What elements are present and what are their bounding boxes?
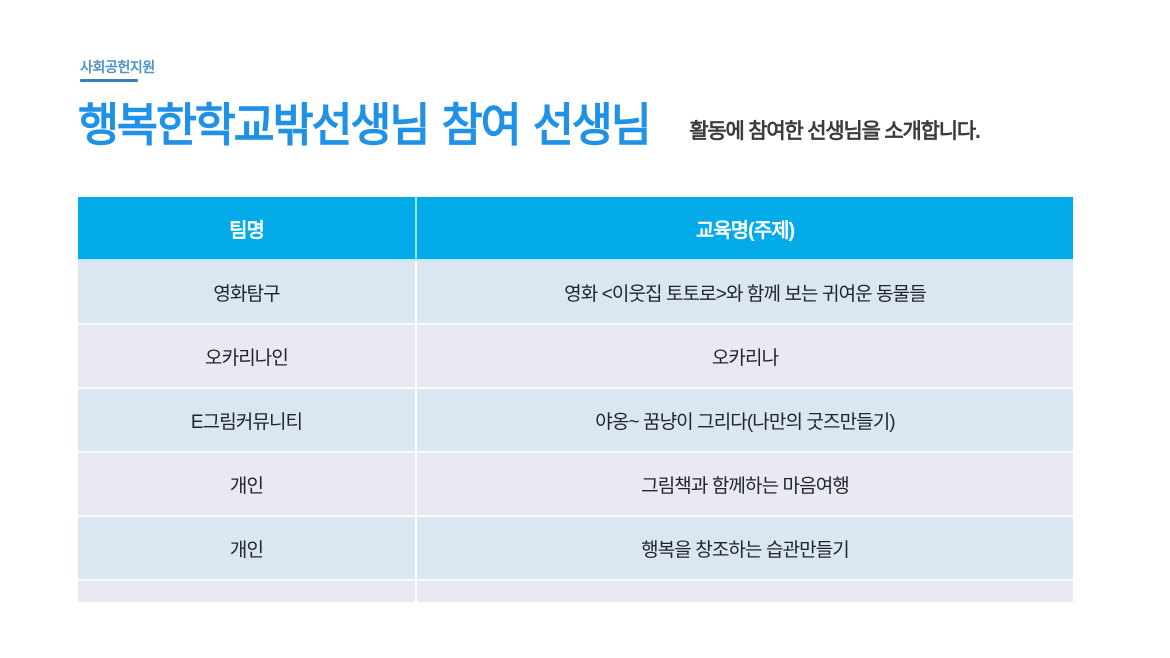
participants-table-container: 팀명 교육명(주제) 영화탐구 영화 <이웃집 토토로>와 함께 보는 귀여운 … (78, 197, 1073, 602)
participants-table: 팀명 교육명(주제) 영화탐구 영화 <이웃집 토토로>와 함께 보는 귀여운 … (78, 197, 1073, 602)
table-header: 팀명 교육명(주제) (78, 197, 1073, 261)
cell-program: 오카리나 (417, 325, 1073, 389)
cell-team: 개인 (78, 453, 417, 517)
title-row: 행복한학교밖선생님 참여 선생님 활동에 참여한 선생님을 소개합니다. (78, 98, 981, 152)
cell-program: 프로그램 기획 보조, 참여자 리허설, 장비세팅 전담 지원 (417, 581, 1073, 602)
cell-team: E그림커뮤니티 (78, 389, 417, 453)
page-title: 행복한학교밖선생님 참여 선생님 (78, 98, 652, 152)
cell-team: 오카리나인 (78, 325, 417, 389)
cell-program: 행복을 창조하는 습관만들기 (417, 517, 1073, 581)
cell-program: 영화 <이웃집 토토로>와 함께 보는 귀여운 동물들 (417, 261, 1073, 325)
table-row: 개인 행복을 창조하는 습관만들기 (78, 517, 1073, 581)
table-body: 영화탐구 영화 <이웃집 토토로>와 함께 보는 귀여운 동물들 오카리나인 오… (78, 261, 1073, 602)
table-row: 영화탐구 영화 <이웃집 토토로>와 함께 보는 귀여운 동물들 (78, 261, 1073, 325)
eyebrow-text: 사회공헌지원 (80, 59, 155, 75)
cell-program: 야옹~ 꿈냥이 그리다(나만의 굿즈만들기) (417, 389, 1073, 453)
table-row: *사업지원단 프로그램 기획 보조, 참여자 리허설, 장비세팅 전담 지원 (78, 581, 1073, 602)
cell-program: 그림책과 함께하는 마음여행 (417, 453, 1073, 517)
cell-team: 영화탐구 (78, 261, 417, 325)
cell-team: *사업지원단 (78, 581, 417, 602)
table-row: 오카리나인 오카리나 (78, 325, 1073, 389)
table-row: 개인 그림책과 함께하는 마음여행 (78, 453, 1073, 517)
table-header-row: 팀명 교육명(주제) (78, 197, 1073, 261)
cell-team: 개인 (78, 517, 417, 581)
eyebrow-underline (80, 79, 138, 82)
page-subtitle: 활동에 참여한 선생님을 소개합니다. (689, 120, 981, 143)
table-row: E그림커뮤니티 야옹~ 꿈냥이 그리다(나만의 굿즈만들기) (78, 389, 1073, 453)
column-header-program: 교육명(주제) (417, 197, 1073, 261)
column-header-team: 팀명 (78, 197, 417, 261)
eyebrow-label: 사회공헌지원 (80, 58, 155, 82)
